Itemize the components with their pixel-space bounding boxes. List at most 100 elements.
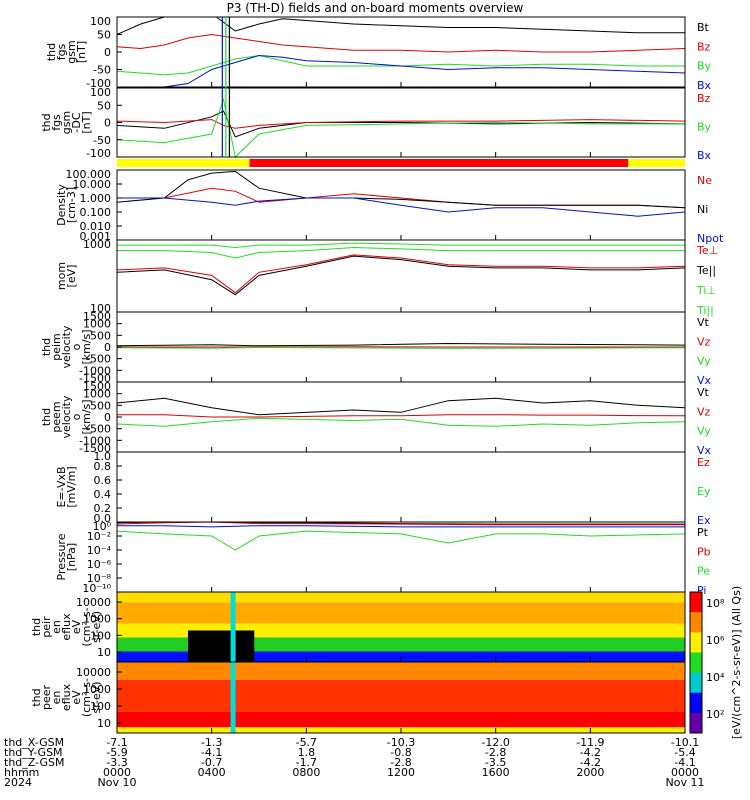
- y-axis-label: (cm²-s-: [80, 678, 93, 717]
- date-label: Nov 11: [666, 776, 705, 789]
- ephemeris-z: -3.3: [106, 756, 127, 769]
- y-axis-label: [cm-3]: [65, 187, 78, 223]
- panel-density: [116, 169, 686, 241]
- legend-Ex: Ex: [697, 514, 711, 527]
- y-axis-label: en: [50, 691, 63, 705]
- y-tick-label: 0.001: [80, 230, 112, 243]
- time-label: 1200: [387, 766, 415, 779]
- ephemeris-z: -2.8: [390, 756, 411, 769]
- legend-Vy: Vy: [697, 355, 711, 368]
- y-axis-label: gsm: [65, 40, 78, 63]
- y-axis-label: sr-eV): [90, 681, 103, 713]
- time-label: 0400: [198, 766, 226, 779]
- y-tick-label: 1000: [83, 388, 111, 401]
- series-Bz-line: [116, 119, 686, 129]
- ephemeris-z: -3.5: [485, 756, 506, 769]
- ephemeris-row-label: hhmm: [4, 766, 39, 779]
- y-tick-label: 1500: [83, 310, 111, 323]
- panel-efield: [116, 451, 686, 523]
- y-tick-label: 100: [90, 700, 111, 713]
- panel-fgs_gsm_dc: [116, 87, 686, 158]
- spectrogram-band: [117, 662, 685, 680]
- y-tick-label: 100: [90, 629, 111, 642]
- y-tick-label: 50: [97, 29, 111, 42]
- ephemeris-y: -4.1: [201, 746, 222, 759]
- y-axis-label: peim: [50, 333, 63, 361]
- panel-pressure: [116, 521, 686, 593]
- spectrogram-band: [117, 711, 685, 728]
- legend-Pt: Pt: [697, 526, 709, 539]
- y-axis-label: peir: [40, 616, 53, 638]
- legend-Npot: Npot: [697, 232, 724, 245]
- ephemeris-y: 1.8: [298, 746, 316, 759]
- colorbar-segment: [690, 612, 702, 633]
- y-axis-label: velocity: [60, 395, 73, 438]
- time-label: 0000: [103, 766, 131, 779]
- y-tick-label: 1000: [83, 238, 111, 251]
- series-Ti-line: [117, 242, 685, 249]
- series-Bt-line: [116, 16, 685, 35]
- series-Bx-line: [117, 54, 686, 88]
- colorbar-frame: [689, 591, 703, 734]
- legend-Ez: Ez: [697, 456, 710, 469]
- y-tick-label: 50: [97, 99, 111, 112]
- colorbar-segment: [690, 672, 702, 694]
- y-axis-label: [km/s]: [80, 399, 93, 434]
- legend-Pb: Pb: [697, 545, 711, 558]
- ephemeris-x: -12.0: [481, 736, 509, 749]
- y-axis-label: gsm: [60, 111, 73, 134]
- y-tick-label: -1500: [79, 442, 111, 455]
- y-tick-label: -100: [86, 147, 111, 160]
- series-Npot-line: [117, 197, 686, 217]
- series-Vz-line: [117, 414, 686, 418]
- y-axis-label: peem: [50, 401, 63, 432]
- y-axis-label: eV: [70, 690, 83, 705]
- series-Vy-line: [116, 346, 686, 349]
- y-tick-label: -50: [93, 64, 111, 77]
- time-label: 2000: [576, 766, 604, 779]
- legend-By: By: [697, 121, 712, 134]
- ephemeris-row-label: thd_Z-GSM: [4, 756, 64, 769]
- spectrogram-band: [117, 623, 685, 638]
- spectrogram-band: [117, 637, 685, 652]
- series-By-line: [116, 97, 685, 158]
- legend-Vx: Vx: [697, 444, 712, 457]
- y-tick-label: 100: [90, 302, 111, 315]
- y-tick-label: 0: [104, 46, 111, 59]
- ephemeris-y: -4.2: [580, 746, 601, 759]
- y-tick-label: 1000: [83, 613, 111, 626]
- ephemeris-z: -1.7: [296, 756, 317, 769]
- y-tick-label: 1000: [83, 318, 111, 331]
- legend-Bt: Bt: [697, 21, 710, 34]
- y-axis-label: [km/s]: [80, 329, 93, 364]
- ephemeris-z: -0.7: [201, 756, 222, 769]
- y-tick-label: -1500: [79, 372, 111, 385]
- legend-Bx: Bx: [697, 79, 712, 92]
- y-axis-label: fgs: [50, 114, 63, 131]
- y-tick-label: 1.0: [94, 450, 112, 463]
- y-axis-label: sr-eV): [90, 611, 103, 643]
- ephemeris-y: -5.4: [674, 746, 695, 759]
- y-tick-label: 0.6: [94, 474, 112, 487]
- time-label: 0800: [292, 766, 320, 779]
- y-axis-label: E=-VxB: [55, 466, 68, 507]
- y-tick-label: 10⁻⁴: [87, 544, 112, 557]
- y-tick-label: 0.2: [94, 502, 112, 515]
- colorbar-segment: [690, 652, 702, 674]
- y-axis-label: velocity: [60, 325, 73, 368]
- legend-Bz: Bz: [697, 40, 711, 53]
- y-axis-label: [eV]: [65, 265, 78, 288]
- y-tick-label: 100: [90, 86, 111, 99]
- legend-Bz: Bz: [697, 92, 711, 105]
- panel-frame: [116, 451, 686, 523]
- y-tick-label: 1500: [83, 380, 111, 393]
- series-Te-line: [116, 254, 686, 294]
- y-axis-label: -DC: [70, 112, 83, 132]
- series-Pe-line: [116, 530, 686, 551]
- colorbar: [689, 591, 703, 734]
- y-tick-label: 0.0: [94, 512, 112, 525]
- legend-Pi: Pi: [697, 584, 706, 597]
- y-tick-label: 10000: [76, 666, 111, 679]
- ephemeris-y: -2.8: [485, 746, 506, 759]
- panel-peim_velocity: [116, 311, 686, 383]
